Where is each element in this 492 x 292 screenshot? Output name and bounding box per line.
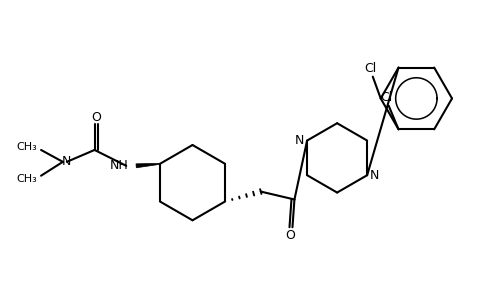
Text: NH: NH <box>110 159 128 172</box>
Text: Cl: Cl <box>380 91 393 104</box>
Text: N: N <box>295 134 304 147</box>
Text: CH₃: CH₃ <box>16 174 37 184</box>
Text: O: O <box>285 229 295 242</box>
Text: O: O <box>92 111 101 124</box>
Text: CH₃: CH₃ <box>16 142 37 152</box>
Polygon shape <box>136 163 160 168</box>
Text: N: N <box>62 155 71 168</box>
Text: N: N <box>370 169 379 182</box>
Text: Cl: Cl <box>365 62 377 75</box>
